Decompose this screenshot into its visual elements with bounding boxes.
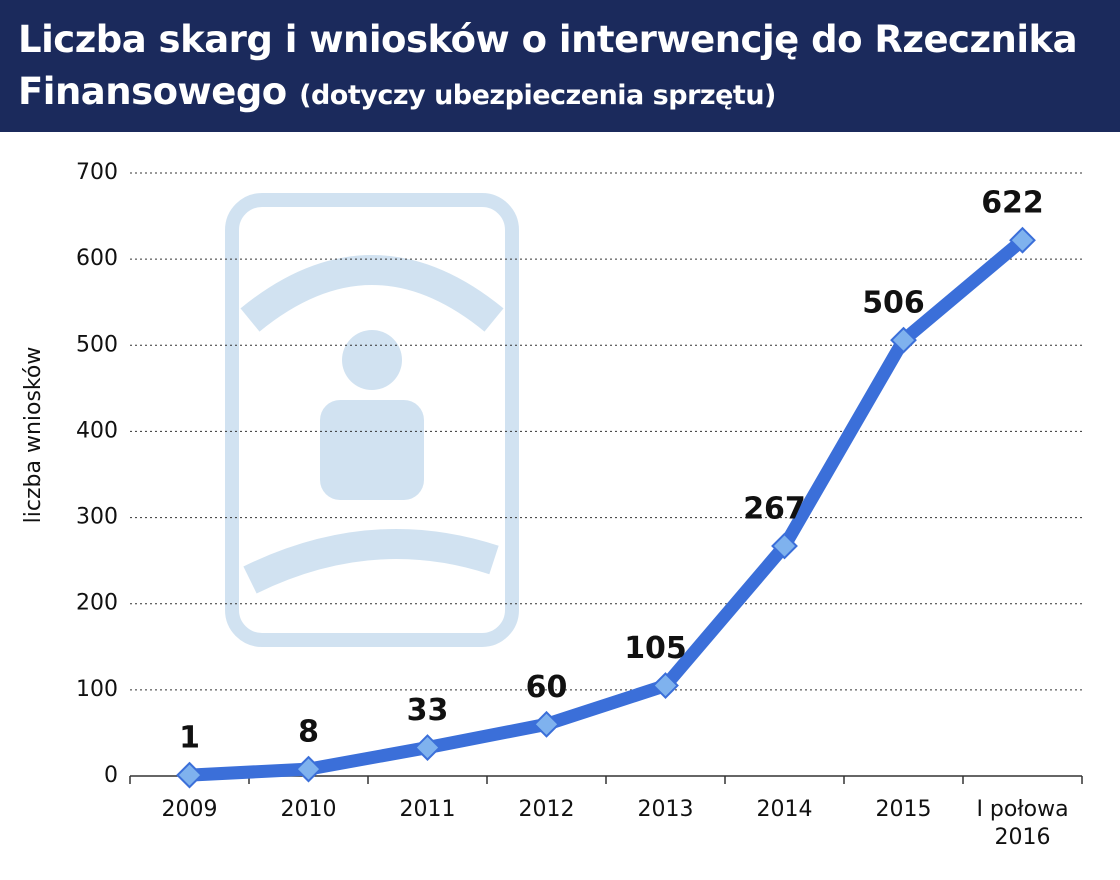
data-label: 60 [526, 670, 568, 705]
y-tick-label: 300 [76, 505, 118, 530]
x-tick-label: 2015 [875, 797, 932, 822]
x-tick-label: 2014 [756, 797, 813, 822]
marker [533, 710, 560, 738]
x-tick-label: 2013 [637, 797, 694, 822]
y-tick-label: 600 [76, 246, 118, 271]
data-label: 267 [743, 491, 806, 526]
chart-title: Liczba skarg i wniosków o interwencję do… [18, 18, 1078, 113]
marker [652, 672, 679, 699]
x-tick-label: 2009 [161, 797, 218, 822]
chart-subtitle: (dotyczy ubezpieczenia sprzętu) [299, 80, 776, 111]
data-label: 33 [407, 693, 449, 728]
y-tick-label: 700 [76, 160, 118, 185]
marker [295, 755, 322, 783]
data-label: 8 [298, 715, 319, 750]
y-tick-label: 0 [104, 763, 118, 788]
y-tick-label: 500 [76, 332, 118, 357]
marker [414, 734, 441, 761]
title-block: Liczba skarg i wniosków o interwencję do… [18, 14, 1108, 122]
x-tick-label: 2010 [280, 797, 337, 822]
data-label: 506 [862, 286, 925, 321]
marker [771, 532, 798, 560]
marker [176, 761, 203, 789]
data-label: 105 [624, 631, 687, 666]
y-tick-label: 200 [76, 591, 118, 616]
header: Liczba skarg i wniosków o interwencję do… [0, 0, 1120, 132]
data-label: 1 [179, 721, 200, 756]
y-tick-label: 400 [76, 418, 118, 443]
marker [890, 326, 917, 354]
watermark [225, 193, 519, 647]
y-tick-label: 100 [76, 677, 118, 702]
x-tick-label: 2011 [399, 797, 456, 822]
line [183, 233, 1029, 782]
y-axis-label: liczba wniosków [21, 347, 46, 524]
marker [1009, 226, 1036, 254]
x-tick-label: 2012 [518, 797, 575, 822]
data-label: 622 [981, 186, 1044, 221]
x-tick-label: I połowa 2016 [976, 797, 1069, 850]
